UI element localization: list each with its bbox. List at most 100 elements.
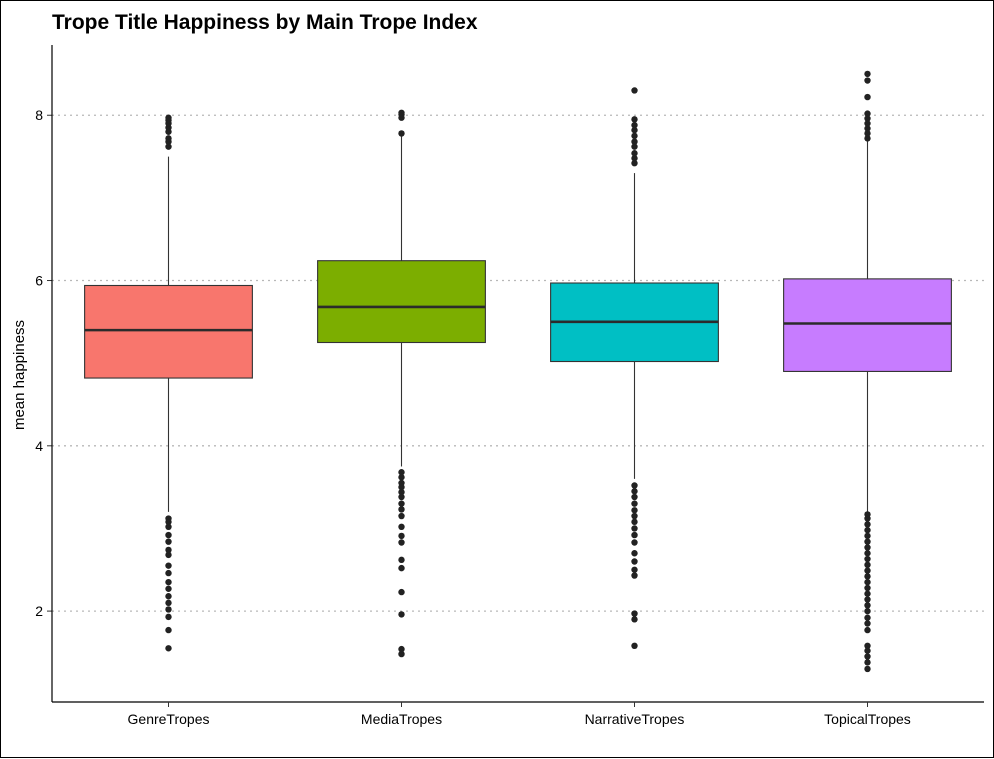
outlier-point <box>631 493 638 501</box>
outlier-point <box>864 626 871 634</box>
outlier-point <box>864 550 871 557</box>
outlier-point <box>631 116 638 123</box>
outlier-point <box>864 120 871 127</box>
outlier-point <box>165 523 172 530</box>
box-group-TopicalTropes <box>783 70 952 673</box>
outlier-point <box>165 551 172 559</box>
y-tick-label: 2 <box>35 603 43 619</box>
outlier-point <box>398 488 405 496</box>
axes: 2 4 6 8 GenreTropes MediaTropes NarrativeTrope… <box>35 45 984 727</box>
outlier-point <box>398 469 405 476</box>
outlier-point <box>398 474 405 481</box>
box-group-MediaTropes <box>317 109 486 658</box>
outlier-point <box>398 493 405 501</box>
outlier-point <box>398 512 405 520</box>
outlier-point <box>864 125 871 132</box>
outlier-point <box>398 532 405 540</box>
outlier-point <box>165 114 172 121</box>
x-tick-label: NarrativeTropes <box>585 711 685 727</box>
outlier-point <box>631 132 638 140</box>
outlier-point <box>165 626 172 634</box>
outlier-point <box>631 507 638 514</box>
outlier-point <box>631 512 638 520</box>
outlier-point <box>631 138 638 145</box>
outlier-point <box>864 130 871 137</box>
box-MediaTropes <box>317 260 486 344</box>
outlier-point <box>165 515 172 522</box>
outlier-point <box>864 573 871 580</box>
outlier-point <box>631 518 638 526</box>
plot-area <box>84 70 952 673</box>
box-GenreTropes <box>84 284 253 379</box>
outlier-point <box>398 109 405 116</box>
outlier-point <box>864 532 871 540</box>
outlier-point <box>631 488 638 495</box>
outlier-point <box>864 538 871 545</box>
outlier-point <box>398 611 405 618</box>
outlier-point <box>631 87 638 94</box>
outlier-point <box>864 567 871 574</box>
y-axis-label: mean happiness <box>11 320 28 430</box>
outlier-point <box>864 555 871 563</box>
outlier-point <box>631 126 638 134</box>
x-tick-label: TopicalTropes <box>824 711 911 727</box>
outlier-point <box>864 110 871 117</box>
outlier-point <box>631 566 638 573</box>
box-group-NarrativeTropes <box>550 87 719 650</box>
outlier-point <box>631 155 638 162</box>
outlier-point <box>165 143 172 150</box>
outlier-point <box>398 479 405 487</box>
outlier-point <box>165 135 172 142</box>
outlier-point <box>165 599 172 607</box>
outlier-point <box>864 602 871 609</box>
outlier-point <box>631 500 638 507</box>
outlier-point <box>864 647 871 654</box>
outlier-point <box>864 135 871 142</box>
y-tick-label: 4 <box>35 438 43 454</box>
outlier-point <box>398 523 405 530</box>
outlier-point <box>165 593 172 600</box>
outlier-point <box>398 556 405 564</box>
outlier-point <box>631 616 638 623</box>
outlier-point <box>864 607 871 615</box>
outlier-point <box>864 511 871 518</box>
outlier-point <box>864 653 871 660</box>
outlier-point <box>864 590 871 597</box>
outlier-point <box>864 659 871 666</box>
outlier-point <box>631 525 638 532</box>
outlier-point <box>864 614 871 621</box>
y-tick-label: 8 <box>35 107 43 123</box>
outlier-point <box>864 584 871 592</box>
outlier-point <box>165 531 172 539</box>
outlier-point <box>165 546 172 554</box>
outlier-point <box>398 588 405 596</box>
y-tick-label: 6 <box>35 273 43 289</box>
outlier-point <box>864 115 871 122</box>
outlier-point <box>631 642 638 650</box>
box-group-GenreTropes <box>84 114 253 652</box>
outlier-point <box>631 572 638 579</box>
outlier-point <box>398 506 405 513</box>
outlier-point <box>864 70 871 78</box>
outlier-point <box>165 613 172 621</box>
outlier-point <box>165 562 172 569</box>
box-TopicalTropes <box>783 278 952 372</box>
outlier-point <box>631 143 638 150</box>
outlier-point <box>864 93 871 101</box>
outlier-point <box>165 578 172 586</box>
outlier-point <box>864 578 871 586</box>
outlier-point <box>864 620 871 627</box>
outlier-point <box>864 77 871 84</box>
outlier-point <box>864 544 871 551</box>
x-tick-label: GenreTropes <box>128 711 210 727</box>
outlier-point <box>165 645 172 652</box>
outlier-point <box>398 645 405 653</box>
outlier-point <box>398 564 405 572</box>
outlier-point <box>165 538 172 545</box>
outlier-point <box>864 526 871 534</box>
outlier-point <box>631 539 638 546</box>
outlier-point <box>864 665 871 673</box>
outlier-point <box>398 650 405 658</box>
